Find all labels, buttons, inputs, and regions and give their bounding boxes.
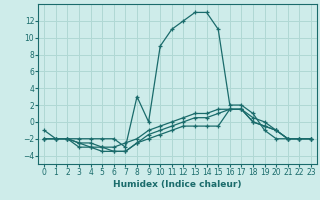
X-axis label: Humidex (Indice chaleur): Humidex (Indice chaleur) xyxy=(113,180,242,189)
